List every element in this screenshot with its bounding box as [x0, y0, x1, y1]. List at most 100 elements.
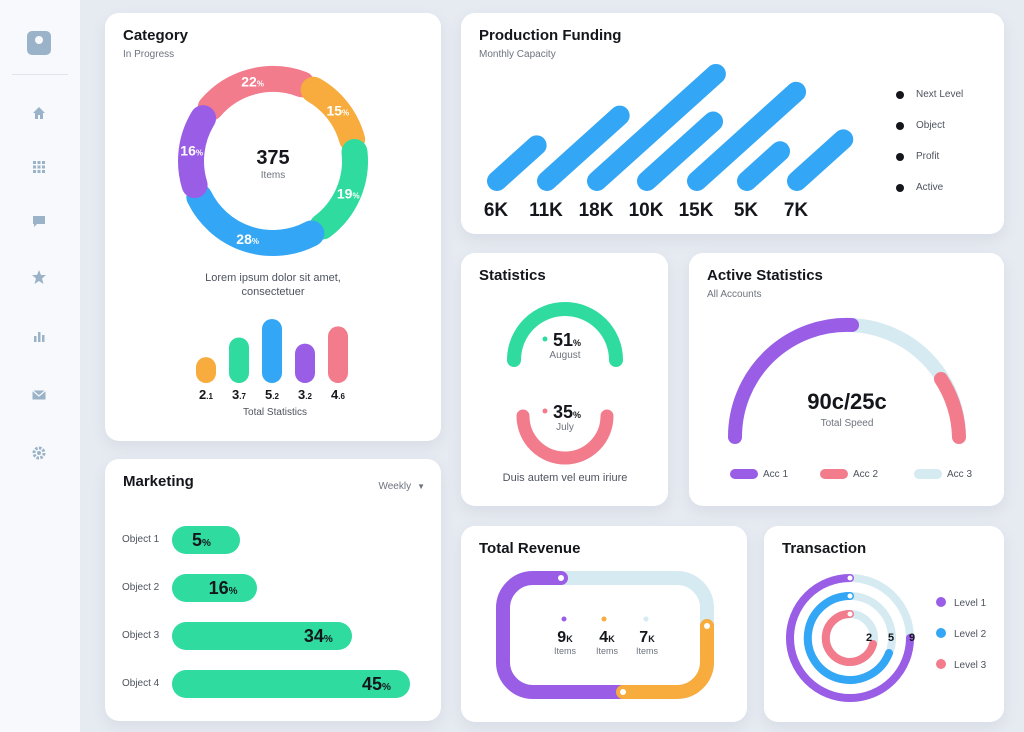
revenue-stat-label: Items [554, 646, 577, 656]
card-title: Transaction [782, 540, 867, 557]
marketing-bar-value: 45% [362, 674, 391, 694]
stat-dot-purple [561, 616, 567, 622]
production-card: Production Funding Monthly Capacity 6K 11… [461, 13, 1004, 234]
funding-bar-label: 10K [629, 200, 664, 221]
donut-segment-label: 19% [337, 186, 360, 202]
gauge-acc2 [934, 372, 966, 444]
funding-bar-label: 18K [579, 200, 614, 221]
revenue-stat-value: 9K [557, 629, 573, 646]
bar-chart-icon[interactable] [28, 325, 50, 347]
ring-marker [847, 611, 853, 617]
category-description: consectetuer [242, 286, 305, 298]
legend-dot [896, 121, 904, 130]
category-card: Category In Progress 22% 15% 19% 28% 16% 375… [105, 13, 441, 441]
august-dot [542, 336, 548, 342]
stat-bar-label: 3.2 [298, 387, 312, 402]
ring-marker [847, 593, 853, 599]
funding-bar [487, 135, 547, 191]
marketing-bar-value: 5% [192, 530, 211, 550]
ring-value: 2 [866, 632, 872, 644]
speed-gauge: 90c/25c Total Speed Acc 1 Acc 2 Acc 3 [727, 317, 972, 480]
legend-acc3-label: Acc 3 [947, 469, 972, 480]
donut-segment [300, 76, 366, 153]
legend-label: Active [916, 182, 944, 193]
star-icon[interactable] [28, 266, 50, 288]
stat-bar [229, 337, 249, 383]
statistics-card: Statistics 51% August 35% July Duis aute… [461, 253, 668, 506]
stat-bar [328, 326, 348, 383]
revenue-chart: 9K Items 4K Items 7K Items [496, 571, 714, 699]
legend-acc1-label: Acc 1 [763, 469, 788, 480]
marketing-bar [172, 670, 410, 698]
legend-item: Object [896, 120, 945, 131]
stat-dot-orange [601, 616, 607, 622]
stat-bar [262, 319, 282, 383]
mail-icon[interactable] [28, 384, 50, 406]
category-description: Lorem ipsum dolor sit amet, [205, 272, 341, 284]
marketing-bar [172, 622, 352, 650]
funding-bars: 6K 11K 18K 10K 15K 5K 7K [484, 63, 854, 221]
ring-level1 [786, 574, 914, 702]
legend-level1-label: Level 1 [954, 598, 987, 609]
statistics-caption: Duis autem vel eum iriure [503, 472, 628, 484]
card-subtitle: Monthly Capacity [479, 49, 556, 60]
statistics-gauges: 51% August 35% July Duis autem vel eum i… [503, 302, 628, 484]
funding-bar-label: 15K [679, 200, 714, 221]
sidebar [0, 0, 80, 732]
revenue-stat-label: Items [636, 646, 659, 656]
card-subtitle: In Progress [123, 49, 175, 60]
period-dropdown[interactable]: Weekly ▼ [378, 481, 425, 492]
july-dot [542, 408, 548, 414]
revenue-orange-segment [616, 619, 714, 699]
revenue-purple-segment [496, 571, 630, 699]
stat-bar-label: 3.7 [232, 387, 246, 402]
grid-icon[interactable] [28, 156, 50, 178]
gauge-center-value: 90c/25c [807, 389, 887, 414]
marketing-card: Marketing Weekly ▼ Object 1 5% Object 2 16%… [105, 459, 441, 721]
home-icon[interactable] [28, 102, 50, 124]
ring-value: 5 [888, 632, 894, 644]
funding-bar [637, 111, 724, 191]
stat-bar-label: 4.6 [331, 387, 345, 402]
funding-bar [537, 105, 630, 191]
transaction-card: Transaction 2 5 9 Level 1 Level 2 Level … [764, 526, 1004, 722]
gauge-center-label: Total Speed [821, 418, 874, 429]
july-label: July [556, 422, 574, 433]
funding-bar [587, 63, 726, 191]
dropdown-value: Weekly [378, 481, 412, 492]
donut-center-value: 375 [256, 147, 289, 169]
august-arc [507, 302, 623, 367]
marketing-bar [172, 574, 257, 602]
legend-level2-dot [936, 628, 946, 638]
stat-bar-label: 2.1 [199, 387, 213, 402]
stat-bar [295, 343, 315, 383]
avatar[interactable] [27, 31, 51, 55]
category-donut: 22% 15% 19% 28% 16% [178, 66, 368, 256]
july-value: 35% [553, 402, 581, 422]
settings-icon[interactable] [28, 442, 50, 464]
revenue-marker [620, 689, 626, 695]
funding-bar-label: 6K [484, 200, 509, 221]
revenue-marker [704, 623, 710, 629]
august-label: August [549, 350, 580, 361]
legend-item: Next Level [896, 89, 963, 100]
card-title: Category [123, 27, 189, 44]
message-icon[interactable] [28, 210, 50, 232]
marketing-row-label: Object 3 [122, 630, 160, 641]
legend-label: Object [916, 120, 945, 131]
legend-dot [896, 183, 904, 192]
donut-segment-label: 15% [326, 103, 349, 119]
ring-marker [847, 575, 853, 581]
marketing-row-label: Object 4 [122, 678, 160, 689]
total-statistics-bars: 2.1 3.7 5.2 3.2 4.6 [196, 319, 348, 402]
category-charts: 22% 15% 19% 28% 16% 375 Items Lorem ipsum do… [178, 66, 368, 418]
marketing-bar-value: 16% [208, 578, 238, 598]
sidebar-divider [12, 74, 68, 75]
card-title: Total Revenue [479, 540, 581, 557]
donut-segment [186, 184, 325, 256]
legend-acc2-label: Acc 2 [853, 469, 878, 480]
funding-bar-label: 11K [529, 200, 563, 221]
card-title: Marketing [123, 473, 194, 490]
production-chart: 6K 11K 18K 10K 15K 5K 7K [484, 63, 854, 221]
legend-level3-label: Level 3 [954, 660, 987, 671]
